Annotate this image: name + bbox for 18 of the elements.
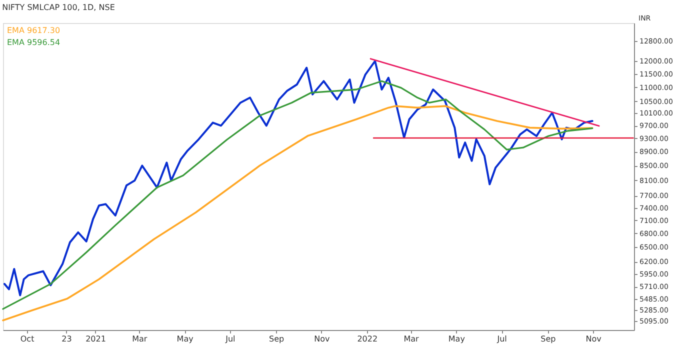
x-tick-label: Sep bbox=[269, 334, 284, 344]
line-series bbox=[2, 105, 594, 322]
chart-title: NIFTY SMLCAP 100, 1D, NSE bbox=[2, 3, 115, 12]
x-tick-label: May bbox=[176, 334, 194, 344]
x-tick-label: Mar bbox=[404, 334, 420, 344]
x-tick-label: Oct bbox=[20, 334, 34, 344]
x-tick-label: Jul bbox=[224, 334, 236, 344]
x-tick-label: May bbox=[448, 334, 466, 344]
x-tick-label: 23 bbox=[62, 334, 72, 344]
x-tick-label: 2021 bbox=[86, 334, 106, 344]
x-tick-label: Sep bbox=[540, 334, 556, 344]
x-tick-label: Mar bbox=[132, 334, 148, 344]
x-tick-label: 2022 bbox=[357, 334, 378, 344]
x-tick-label: Nov bbox=[314, 334, 330, 344]
text: EMA 9596.54 bbox=[7, 38, 60, 47]
text: EMA 9617.30 bbox=[7, 26, 60, 35]
x-tick-label: Jul bbox=[496, 334, 507, 344]
x-tick-label: Nov bbox=[586, 334, 602, 344]
